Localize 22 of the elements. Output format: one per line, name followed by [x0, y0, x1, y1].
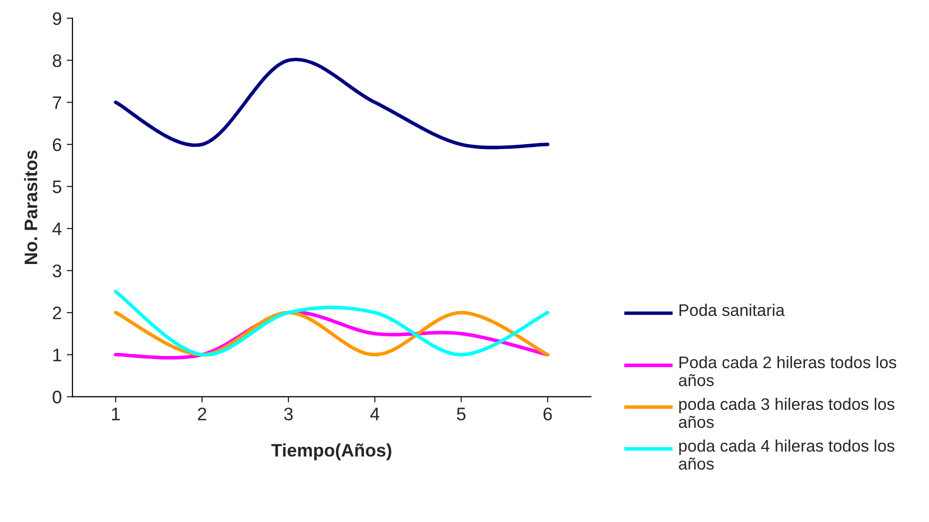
y-tick-label: 4 [52, 222, 62, 236]
legend-label: Poda sanitaria [680, 304, 785, 316]
y-tick-label: 3 [52, 264, 62, 278]
x-tick-label: 3 [284, 408, 293, 420]
x-tick-label: 6 [544, 408, 552, 420]
y-tick-label: 8 [52, 54, 62, 68]
x-tick-label: 1 [112, 408, 120, 420]
x-axis-title: Tiempo(Años) [271, 443, 392, 460]
y-tick-label: 1 [53, 348, 62, 362]
y-tick-label: 0 [52, 390, 62, 404]
x-tick-label: 2 [198, 408, 206, 420]
y-tick-label: 9 [52, 12, 62, 25]
legend-label: poda cada 4 hileras todos los años [678, 440, 894, 470]
legend-label: Poda cada 2 hileras todos los años [678, 356, 896, 386]
y-tick-label: 7 [52, 96, 62, 109]
x-tick-label: 4 [370, 408, 380, 420]
legend-label: poda cada 3 hileras todos los años [678, 398, 894, 428]
x-tick-label: 5 [456, 408, 466, 420]
y-tick-label: 6 [52, 138, 62, 152]
y-axis-title: No. Parasitos [24, 150, 38, 264]
y-tick-label: 5 [52, 180, 62, 194]
y-tick-label: 2 [52, 306, 62, 320]
